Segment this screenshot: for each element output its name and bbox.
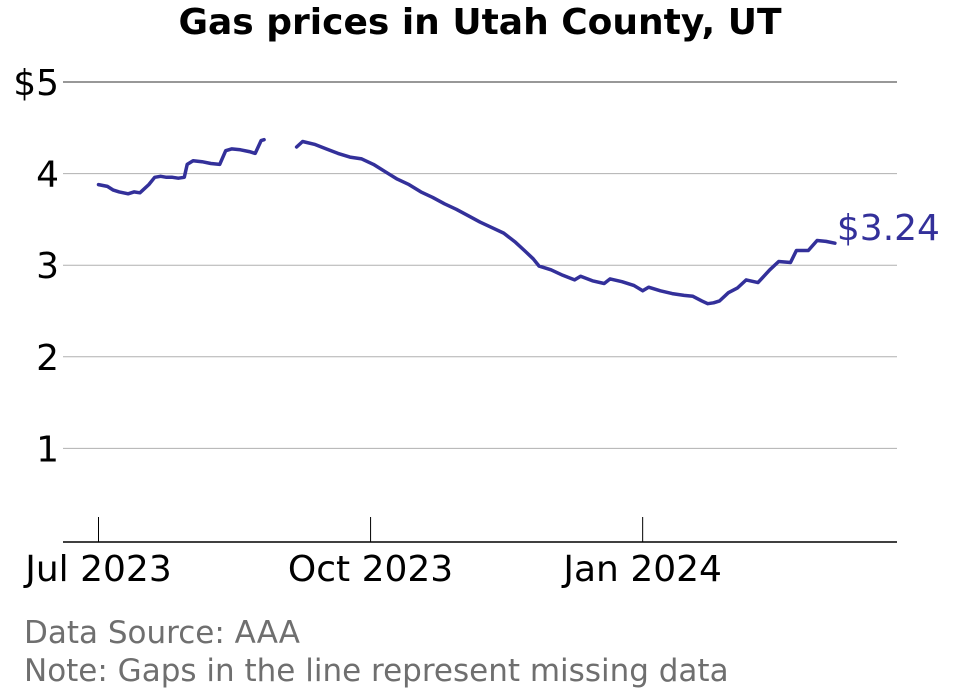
y-tick-label-1: 1 <box>36 429 59 470</box>
gaps-note: Note: Gaps in the line represent missing… <box>24 653 729 689</box>
data-source-note: Data Source: AAA <box>24 615 300 651</box>
grid-layer <box>63 81 897 449</box>
y-tick-label-5: $5 <box>13 63 59 104</box>
series-0-segment-0 <box>96 137 266 196</box>
y-tick-label-3: 3 <box>36 246 59 287</box>
label-layer: 1 2 3 4 $5 Jul 2023 Oct 2023 Jan 2024 $3.24 <box>13 63 940 590</box>
series-layer <box>96 137 837 306</box>
x-tick-label-1: Oct 2023 <box>288 549 453 590</box>
series-0-segment-1 <box>294 139 837 306</box>
y-tick-label-4: 4 <box>36 155 59 196</box>
x-tick-label-0: Jul 2023 <box>23 549 172 590</box>
x-tick-label-2: Jan 2024 <box>561 549 722 590</box>
end-value-label: $3.24 <box>837 208 940 249</box>
axis-layer <box>63 517 897 543</box>
y-tick-label-2: 2 <box>36 338 59 379</box>
chart-title: Gas prices in Utah County, UT <box>178 2 782 43</box>
